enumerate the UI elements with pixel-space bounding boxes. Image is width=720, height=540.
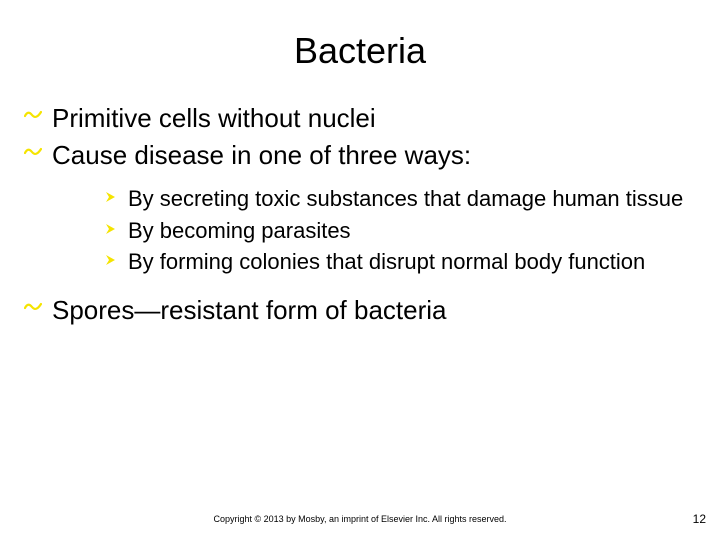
bullet-text: Cause disease in one of three ways: (52, 139, 690, 172)
arrow-bullet-icon (104, 185, 128, 204)
bullet-item: Spores—resistant form of bacteria (24, 294, 690, 327)
arrow-bullet-icon (104, 248, 128, 267)
slide: Bacteria Primitive cells without nuclei … (0, 0, 720, 540)
wave-bullet-icon (24, 102, 52, 120)
page-number: 12 (693, 512, 706, 526)
sub-item: By secreting toxic substances that damag… (104, 185, 690, 213)
wave-bullet-icon (24, 294, 52, 312)
footer-copyright: Copyright © 2013 by Mosby, an imprint of… (0, 514, 720, 524)
sub-list: By secreting toxic substances that damag… (24, 175, 690, 294)
sub-text: By secreting toxic substances that damag… (128, 185, 690, 213)
bullet-text: Primitive cells without nuclei (52, 102, 690, 135)
sub-item: By forming colonies that disrupt normal … (104, 248, 690, 276)
bullet-text: Spores—resistant form of bacteria (52, 294, 690, 327)
slide-title: Bacteria (0, 0, 720, 102)
sub-text: By becoming parasites (128, 217, 690, 245)
content-area: Primitive cells without nuclei Cause dis… (0, 102, 720, 326)
sub-text: By forming colonies that disrupt normal … (128, 248, 690, 276)
arrow-bullet-icon (104, 217, 128, 236)
sub-item: By becoming parasites (104, 217, 690, 245)
bullet-item: Primitive cells without nuclei (24, 102, 690, 135)
bullet-item: Cause disease in one of three ways: (24, 139, 690, 172)
wave-bullet-icon (24, 139, 52, 157)
